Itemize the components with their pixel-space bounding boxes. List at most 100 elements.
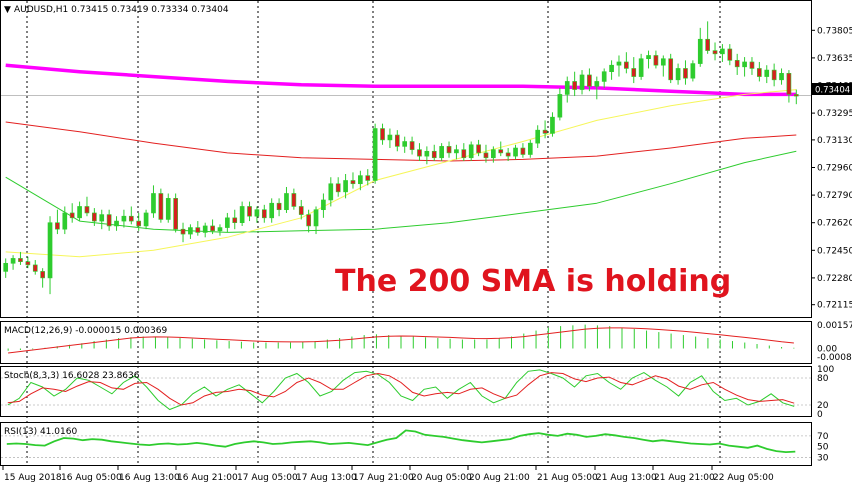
- candle-body-93: [690, 63, 696, 79]
- macd-histogram: 0.001573 0.00-0.000836: [7, 321, 852, 363]
- candle-body-45: [335, 183, 341, 193]
- price-tick-label-9: 0.72280: [817, 274, 852, 284]
- candle-body-37: [276, 202, 282, 211]
- candle-body-90: [668, 58, 674, 81]
- candle-body-1: [10, 258, 16, 264]
- candle-body-15: [114, 220, 119, 227]
- candle-body-30: [225, 217, 230, 228]
- macd-tick-label-2: -0.000836: [817, 353, 852, 363]
- candle-body-5: [40, 271, 45, 279]
- candle-body-88: [653, 55, 659, 66]
- time-tick-label-11: 21 Aug 21:00: [654, 473, 715, 483]
- candle-body-102: [757, 68, 762, 77]
- rsi-tick-label-1: 50: [817, 443, 829, 453]
- candle-body-97: [720, 48, 725, 55]
- candle-body-35: [261, 209, 267, 219]
- candle-body-9: [69, 212, 75, 219]
- candle-body-29: [217, 227, 223, 232]
- price-tick-label-10: 0.72115: [817, 301, 852, 311]
- candle-body-25: [188, 227, 193, 235]
- moving-average-line-3: [5, 89, 797, 258]
- candle-body-0: [3, 262, 9, 272]
- candle-body-86: [638, 58, 644, 77]
- candle-body-70: [520, 147, 526, 155]
- candle-body-85: [631, 68, 637, 77]
- rsi-tick-label-2: 30: [817, 454, 829, 464]
- candle-body-36: [269, 202, 275, 219]
- candle-body-16: [121, 215, 127, 222]
- candle-body-66: [491, 149, 496, 159]
- candle-body-68: [505, 152, 511, 157]
- candle-body-3: [25, 261, 31, 266]
- candle-body-106: [786, 73, 792, 95]
- candle-body-14: [106, 214, 112, 227]
- candle-body-80: [594, 81, 600, 87]
- time-tick-label-2: 16 Aug 13:00: [119, 473, 180, 483]
- macd-tick-label-0: 0.001573: [817, 321, 852, 331]
- candle-body-53: [394, 134, 400, 147]
- candle-body-51: [380, 128, 385, 141]
- current-price-label: 0.73404: [815, 86, 850, 96]
- main-chart-title: AUDUSD,H1 0.73415 0.73419 0.73334 0.7340…: [14, 5, 229, 15]
- candle-body-61: [454, 149, 459, 154]
- candle-body-34: [254, 209, 260, 217]
- price-tick-label-7: 0.72620: [817, 219, 852, 229]
- candle-body-24: [180, 228, 186, 235]
- candle-body-40: [298, 206, 304, 215]
- stoch-tick-label-2: 20: [817, 401, 829, 411]
- time-tick-label-4: 17 Aug 05:00: [237, 473, 298, 483]
- candle-body-32: [239, 206, 245, 223]
- candle-body-83: [616, 61, 622, 66]
- candle-body-94: [697, 38, 703, 64]
- dropdown-arrow-icon[interactable]: ▼: [4, 5, 11, 15]
- candle-body-12: [92, 212, 97, 222]
- moving-average-line-1: [5, 121, 797, 162]
- time-tick-label-8: 20 Aug 21:00: [469, 473, 530, 483]
- moving-average-line-0: [5, 63, 797, 97]
- candle-body-48: [358, 175, 363, 185]
- candle-body-96: [712, 50, 718, 55]
- candle-body-33: [247, 206, 252, 217]
- time-tick-label-3: 16 Aug 21:00: [177, 473, 238, 483]
- macd-title: MACD(12,26,9) -0.000015 0.000369: [4, 326, 167, 336]
- candle-body-21: [158, 193, 164, 220]
- candle-body-75: [557, 94, 563, 118]
- candle-body-39: [291, 193, 297, 207]
- candle-body-58: [431, 150, 437, 159]
- candle-body-17: [128, 215, 134, 222]
- moving-average-line-2: [5, 150, 797, 233]
- candle-body-22: [165, 198, 171, 220]
- candle-body-89: [660, 58, 666, 66]
- candle-body-81: [601, 71, 607, 82]
- candle-body-49: [365, 175, 371, 181]
- candle-body-43: [321, 199, 326, 211]
- candle-body-104: [771, 69, 777, 81]
- time-tick-label-7: 20 Aug 05:00: [411, 473, 472, 483]
- candle-body-13: [99, 214, 105, 222]
- candle-body-91: [675, 68, 681, 81]
- candle-body-84: [624, 61, 629, 69]
- stoch-line-1: [7, 372, 795, 406]
- stoch-tick-label-3: 0: [817, 410, 823, 420]
- price-tick-label-6: 0.72790: [817, 191, 852, 201]
- candle-body-105: [779, 73, 784, 81]
- price-tick-label-4: 0.73130: [817, 136, 852, 146]
- candle-body-7: [55, 222, 60, 230]
- candle-body-78: [579, 74, 585, 90]
- price-axis: 0.738050.736350.734650.732950.731300.729…: [811, 26, 852, 311]
- time-tick-label-0: 15 Aug 2018: [4, 473, 62, 483]
- price-tick-label-1: 0.73635: [817, 54, 852, 64]
- candle-body-76: [564, 81, 570, 95]
- candle-body-71: [527, 142, 533, 155]
- rsi-series-line-0: [6, 429, 796, 454]
- candle-body-56: [417, 149, 422, 157]
- candle-body-54: [402, 141, 408, 147]
- candle-body-87: [646, 55, 651, 60]
- candle-body-63: [468, 144, 474, 159]
- candle-body-28: [210, 225, 215, 232]
- candle-body-60: [446, 146, 452, 154]
- candle-body-100: [742, 61, 747, 68]
